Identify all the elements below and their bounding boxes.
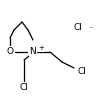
Text: +: + [38,45,44,51]
Text: O: O [7,48,13,57]
Text: N: N [30,48,36,57]
Text: Cl: Cl [20,83,28,92]
Text: -: - [90,24,92,30]
Text: Cl: Cl [74,23,83,32]
Text: Cl: Cl [78,68,86,77]
